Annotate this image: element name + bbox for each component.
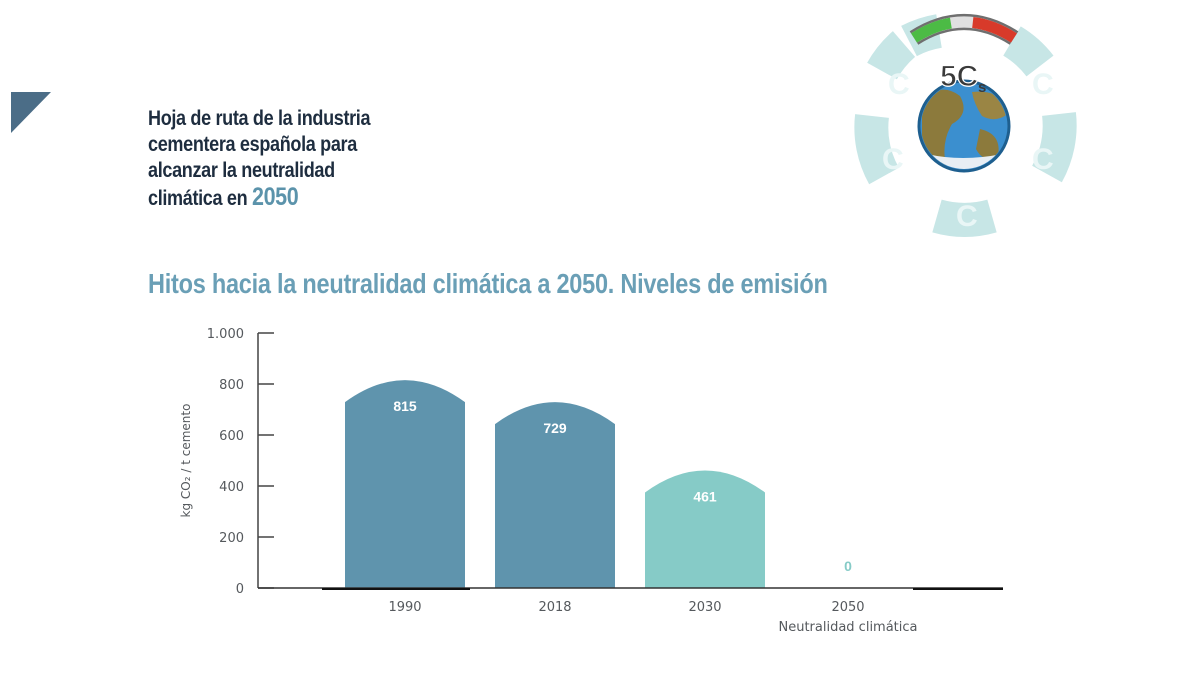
- x-category-label: 2050: [831, 600, 864, 615]
- bar-value-label: 815: [393, 398, 417, 414]
- logo-subscript: s: [978, 79, 986, 96]
- x-category-label: 1990: [388, 600, 421, 615]
- svg-text:C: C: [1032, 143, 1054, 176]
- document-title-year: 2050: [251, 183, 299, 211]
- y-tick-label: 800: [219, 378, 244, 393]
- x-category-sublabel: Neutralidad climática: [778, 620, 917, 635]
- document-title-text: Hoja de ruta de la industria cementera e…: [148, 107, 371, 210]
- bar-2030: [645, 470, 765, 588]
- logo-gauge: [909, 14, 1019, 45]
- globe-gauge-logo-icon: C C C C C 5C s: [854, 14, 1077, 237]
- bar-value-label: 0: [844, 558, 852, 574]
- y-tick-label: 0: [236, 582, 244, 597]
- y-tick-label: 1.000: [207, 327, 244, 342]
- x-category-label: 2018: [538, 600, 571, 615]
- document-title: Hoja de ruta de la industria cementera e…: [148, 106, 406, 212]
- chart-title: Hitos hacia la neutralidad climática a 2…: [148, 268, 828, 299]
- bar-value-label: 729: [543, 420, 567, 436]
- svg-text:C: C: [956, 200, 978, 233]
- y-tick-label: 400: [219, 480, 244, 495]
- svg-text:C: C: [888, 68, 910, 101]
- bar-1990: [345, 380, 465, 588]
- y-tick-label: 200: [219, 531, 244, 546]
- logo-text: 5C: [940, 60, 978, 93]
- corner-triangle-mark: [11, 92, 51, 133]
- x-category-label: 2030: [688, 600, 721, 615]
- logo-globe: [917, 79, 1011, 173]
- bar-value-label: 461: [693, 488, 717, 504]
- bar-2018: [495, 402, 615, 588]
- y-axis-label: kg CO₂ / t cemento: [179, 404, 193, 518]
- y-tick-label: 600: [219, 429, 244, 444]
- svg-text:C: C: [1032, 68, 1054, 101]
- svg-text:C: C: [882, 143, 904, 176]
